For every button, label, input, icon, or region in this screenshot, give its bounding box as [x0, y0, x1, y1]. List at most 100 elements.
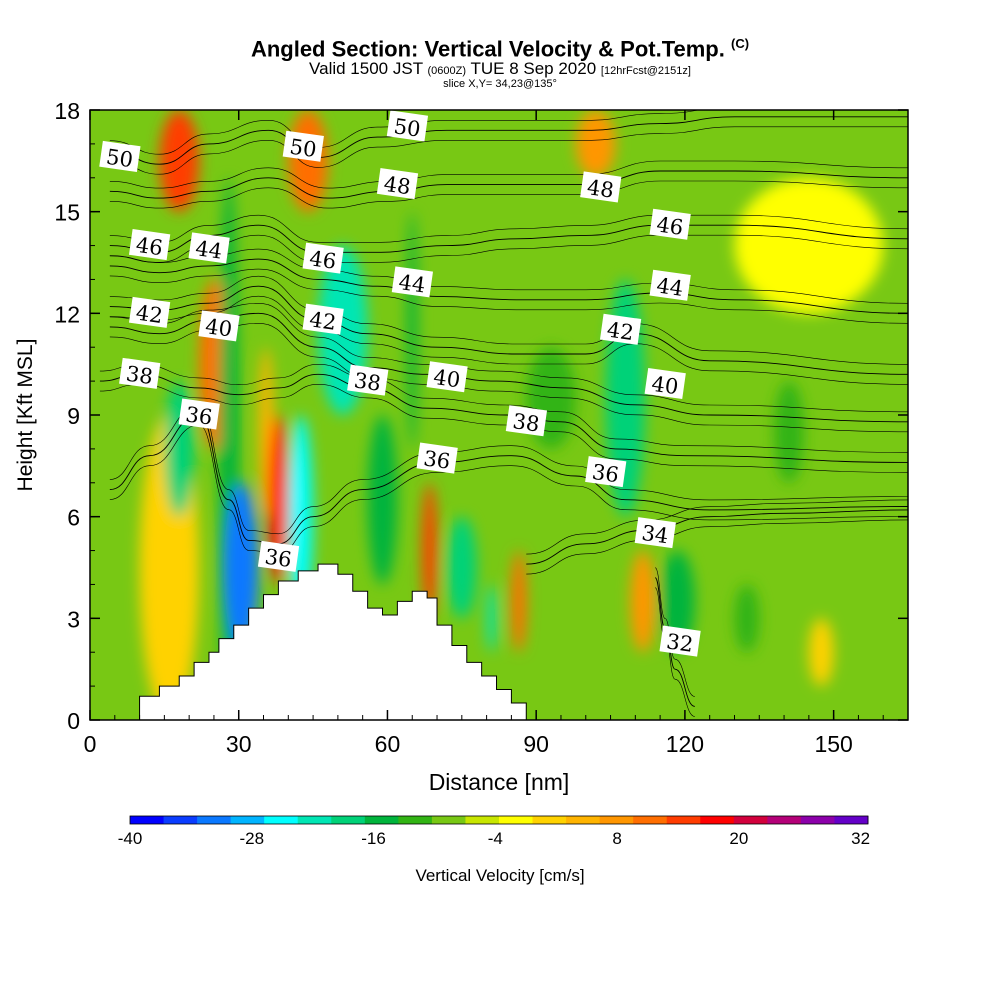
- contour-label-text: 46: [134, 233, 164, 260]
- contour-label-42: 42: [302, 303, 344, 335]
- colorbar-swatch: [599, 816, 634, 824]
- contour-label-text: 46: [308, 246, 338, 273]
- contour-label-box: [391, 266, 434, 298]
- colorbar-swatch: [398, 816, 433, 824]
- velocity-cell: [159, 110, 200, 212]
- contour-label-box: [129, 229, 171, 261]
- chart-title: Angled Section: Vertical Velocity & Pot.…: [0, 36, 1000, 62]
- contour-label-50: 50: [386, 110, 429, 142]
- colorbar-tick-label: 32: [851, 829, 870, 848]
- velocity-cell: [367, 415, 398, 585]
- contour-label-box: [99, 140, 141, 172]
- x-tick-label: 90: [523, 731, 549, 757]
- contour-label-text: 36: [184, 402, 214, 429]
- x-tick-label: 0: [84, 731, 97, 757]
- x-tick-label: 60: [375, 731, 401, 757]
- colorbar-swatch: [532, 816, 567, 824]
- colorbar-swatch: [431, 816, 466, 824]
- isentrope-minor: [109, 275, 908, 365]
- isentrope-contours: [99, 110, 908, 717]
- colorbar-frame: [129, 815, 869, 825]
- contour-label-42: 42: [599, 313, 642, 345]
- valid-utc: (0600Z): [427, 65, 467, 77]
- isentrope-minor: [526, 519, 908, 575]
- contour-label-box: [649, 208, 691, 240]
- y-tick-label: 0: [67, 708, 80, 734]
- colorbar-swatch: [364, 816, 399, 824]
- velocity-cell: [734, 177, 884, 314]
- isentrope-minor: [99, 384, 908, 473]
- colorbar-tick-label: -4: [488, 829, 503, 848]
- terrain-mask: [90, 563, 908, 721]
- contour-label-box: [178, 398, 220, 430]
- contour-label-box: [634, 517, 676, 549]
- colorbar-swatch: [264, 816, 299, 824]
- isentrope-minor: [109, 303, 908, 413]
- contour-label-text: 40: [650, 372, 680, 399]
- colorbar: -40 -28 -16 -4 8 20 32: [118, 815, 870, 848]
- velocity-cell: [575, 110, 616, 178]
- isentrope-minor: [109, 268, 908, 324]
- contour-label-40: 40: [198, 310, 240, 342]
- x-tick-label: 30: [226, 731, 252, 757]
- contour-label-box: [585, 456, 627, 488]
- contour-label-50: 50: [282, 130, 324, 162]
- colorbar-swatch: [465, 816, 500, 824]
- isentrope-44: [109, 258, 908, 314]
- slice-info: slice X,Y= 34,23@135°: [443, 78, 557, 90]
- x-tick-label: 120: [666, 731, 704, 757]
- contour-label-text: 38: [353, 368, 383, 395]
- contour-label-box: [426, 361, 468, 393]
- contour-label-44: 44: [649, 269, 691, 301]
- velocity-cell: [511, 550, 527, 653]
- title-mark: (C): [731, 36, 750, 51]
- contour-labels: 32 34 36 36 36 36 38 38 38 40 40 40 42 42 42 44 44 44 46 46…: [99, 110, 701, 657]
- contour-label-48: 48: [580, 171, 622, 203]
- contour-label-box: [416, 442, 458, 474]
- contour-label-box: [599, 313, 642, 345]
- contour-label-46: 46: [302, 242, 344, 274]
- forecast-info: [12hrFcst@2151z]: [600, 65, 691, 77]
- contour-label-38: 38: [347, 364, 389, 396]
- contour-label-text: 50: [392, 114, 422, 141]
- colorbar-swatch: [499, 816, 534, 824]
- y-tick-label: 6: [67, 505, 80, 531]
- contour-label-box: [580, 171, 622, 203]
- colorbar-swatch: [733, 816, 768, 824]
- isentrope-minor: [109, 126, 908, 175]
- colorbar-swatch: [130, 816, 165, 824]
- contour-label-38: 38: [505, 405, 548, 437]
- velocity-cell: [774, 381, 804, 483]
- valid-label: Valid 1500 JST: [309, 59, 423, 78]
- contour-label-38: 38: [119, 357, 161, 389]
- colorbar-label: Vertical Velocity [cm/s]: [415, 866, 584, 885]
- contour-label-text: 34: [640, 521, 670, 548]
- colorbar-swatch: [163, 816, 198, 824]
- isentrope-minor: [109, 214, 908, 243]
- contour-label-box: [659, 625, 701, 657]
- colorbar-swatch: [834, 816, 869, 824]
- isentrope-38: [99, 373, 908, 463]
- valid-date: TUE 8 Sep 2020: [470, 59, 597, 78]
- x-tick-label: 150: [814, 731, 852, 757]
- colorbar-swatch: [566, 816, 601, 824]
- colorbar-tick-label: -16: [361, 829, 386, 848]
- colorbar-tick-label: 8: [612, 829, 621, 848]
- contour-label-text: 42: [134, 301, 164, 328]
- contour-label-box: [376, 168, 419, 200]
- colorbar-swatch: [230, 816, 265, 824]
- colorbar-swatch: [633, 816, 668, 824]
- y-tick-label: 15: [54, 200, 80, 226]
- velocity-cell: [630, 550, 656, 653]
- y-axis-label: Height [Kft MSL]: [14, 339, 37, 492]
- colorbar-swatch: [767, 816, 802, 824]
- contour-label-box: [347, 364, 389, 396]
- terrain: [90, 563, 908, 721]
- contour-label-text: 46: [655, 212, 685, 239]
- y-tick-label: 18: [54, 98, 80, 124]
- contour-label-text: 44: [655, 273, 685, 300]
- valid-time-line: Valid 1500 JST (0600Z) TUE 8 Sep 2020 [1…: [0, 59, 1000, 79]
- contour-label-text: 38: [511, 409, 541, 436]
- contour-label-text: 36: [263, 545, 293, 572]
